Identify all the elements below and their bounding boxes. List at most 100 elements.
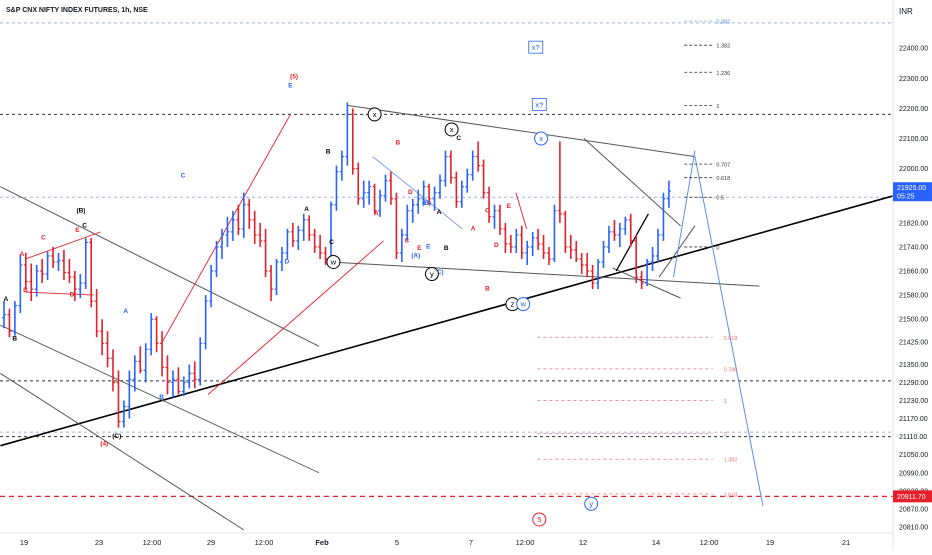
circled-label-0: x (367, 107, 382, 122)
trend-line-16 (694, 156, 764, 506)
price-tick-7: 21740.00 (899, 244, 928, 251)
candle-91 (497, 204, 502, 235)
trend-line-17 (672, 150, 696, 278)
wave-label-11: B (159, 394, 164, 401)
candle-99 (541, 234, 546, 259)
circled-label-text-3: y (430, 270, 434, 279)
boxed-label-text-1: x? (535, 100, 543, 109)
price-tick-17: 21050.00 (899, 452, 928, 459)
candle-111 (606, 225, 611, 253)
wave-label-3: B (23, 287, 28, 294)
boxed-label-box-1 (531, 97, 547, 111)
price-tick-1: 22300.00 (899, 76, 928, 83)
candle-108 (590, 264, 595, 290)
countdown-label: 05:25 (897, 194, 915, 201)
candle-40 (220, 228, 224, 259)
fib-blue-label-5: 0.618 (716, 176, 730, 182)
candle-28 (154, 316, 159, 353)
candle-92 (503, 222, 508, 253)
candle-71 (388, 171, 393, 205)
current-price-badge (893, 182, 932, 202)
trend-line-10 (161, 114, 291, 344)
candle-51 (279, 246, 284, 272)
fib-levels: 0.382 1.382 1.236 1 0.707 0.618 0.5 0 0.618 0.786… (537, 20, 738, 498)
circled-label-text-8: 5 (537, 515, 541, 524)
time-tick-10: 14 (652, 538, 660, 547)
candle-75 (410, 198, 415, 223)
time-tick-1: 23 (95, 538, 103, 547)
wave-label-27: (A) (411, 252, 420, 259)
circled-label-ring-1 (444, 122, 459, 137)
candle-114 (623, 216, 628, 235)
candle-39 (214, 240, 219, 278)
candle-57 (312, 228, 317, 253)
wave-label-19: C (329, 239, 334, 246)
wave-label-2: A (20, 251, 25, 258)
wave-label-17: A (304, 206, 309, 213)
circled-label-text-4: z (511, 300, 515, 309)
candle-13 (72, 271, 77, 302)
candle-0 (2, 301, 6, 329)
candle-50 (274, 258, 279, 296)
candle-116 (634, 234, 639, 284)
candle-102 (557, 141, 562, 223)
candle-11 (61, 249, 66, 281)
trend-line-11 (207, 240, 384, 395)
time-tick-6: 5 (395, 538, 399, 547)
wave-label-35: B (485, 286, 490, 293)
boxed-label-text-0: x? (532, 43, 540, 52)
candle-106 (579, 252, 584, 275)
circled-label-text-2: w (330, 258, 337, 267)
circled-label-ring-3 (424, 267, 439, 282)
trend-line-12 (25, 231, 101, 260)
boxed-label-0: x? (528, 40, 544, 54)
candle-47 (258, 222, 263, 247)
circled-label-7: y (584, 496, 599, 511)
trend-line-14 (515, 192, 528, 229)
candle-63 (345, 102, 350, 166)
wave-label-9: A (123, 308, 128, 315)
candle-66 (361, 180, 366, 208)
price-tick-12: 21350.00 (899, 362, 928, 369)
candle-34 (187, 364, 192, 389)
fib-red-label-2: 1 (724, 399, 727, 405)
candle-109 (596, 258, 601, 290)
candle-105 (574, 240, 579, 262)
trend-line-0 (0, 193, 900, 447)
time-tick-7: 7 (469, 538, 473, 547)
candle-22 (121, 400, 126, 428)
candle-87 (476, 141, 481, 172)
circled-label-5: w (516, 297, 531, 312)
candle-117 (639, 271, 644, 290)
candle-7 (40, 258, 45, 284)
trend-line-1 (0, 186, 320, 347)
candle-104 (568, 234, 573, 259)
candle-76 (416, 189, 421, 214)
candle-97 (530, 231, 535, 256)
circled-label-ring-8 (532, 512, 547, 527)
circled-label-text-0: x (373, 110, 377, 119)
wave-label-30: (C) (435, 269, 444, 276)
candle-10 (56, 252, 61, 272)
trend-line-2 (0, 324, 320, 474)
price-tick-16: 21110.00 (899, 434, 927, 441)
candle-1 (7, 308, 12, 338)
marked-price-label: 20911.70 (897, 494, 926, 501)
candle-79 (432, 186, 437, 211)
price-axis[interactable]: 22400.00 22300.00 22200.00 22100.00 22000.00… (899, 46, 928, 532)
candle-118 (645, 258, 650, 287)
circled-label-text-1: x (450, 125, 454, 134)
candle-52 (285, 228, 290, 259)
circled-label-text-5: w (519, 300, 526, 309)
candle-20 (111, 349, 115, 392)
wave-label-32: A (471, 225, 476, 232)
fib-red-label-4: 1.382 (724, 458, 738, 464)
candle-98 (536, 228, 541, 250)
currency-label: INR (899, 7, 913, 16)
time-tick-13: 21 (842, 538, 850, 547)
candle-70 (383, 174, 388, 202)
price-tick-9: 21580.00 (899, 293, 928, 300)
time-axis[interactable]: 19 23 12:00 29 12:00 Feb 5 7 12:00 12 14 12:00 19 21 (20, 538, 850, 547)
candle-85 (465, 168, 470, 193)
